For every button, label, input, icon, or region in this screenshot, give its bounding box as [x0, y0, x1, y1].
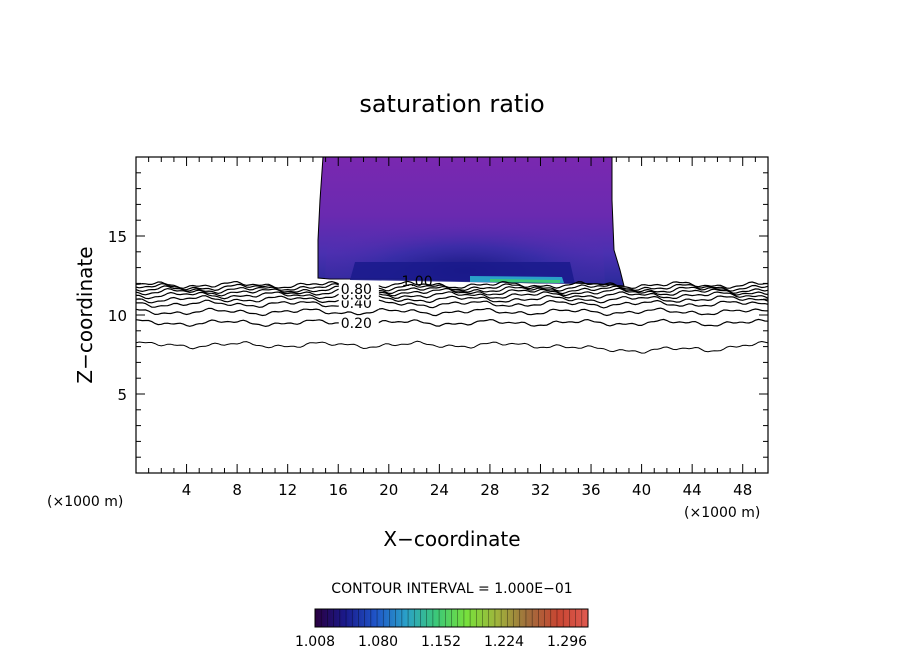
- x-unit-right: (×1000 m): [684, 505, 760, 521]
- x-tick-label: 20: [379, 481, 398, 499]
- x-tick-label: 8: [232, 481, 242, 499]
- x-tick-label: 44: [683, 481, 702, 499]
- contour-label-bg: [338, 282, 379, 295]
- x-tick-label: 48: [733, 481, 752, 499]
- saturation-fill-region: [317, 157, 625, 287]
- x-tick-label: 16: [329, 481, 348, 499]
- x-tick-label: 4: [182, 481, 192, 499]
- x-tick-label: 40: [632, 481, 651, 499]
- contour-line: [136, 285, 768, 295]
- x-tick-label: 28: [480, 481, 499, 499]
- contour-label: 0.80: [341, 282, 372, 298]
- contour-line: [136, 280, 768, 290]
- x-unit-left: (×1000 m): [47, 494, 123, 510]
- x-tick-label: 12: [278, 481, 297, 499]
- contour-interval-text: CONTOUR INTERVAL = 1.000E−01: [331, 581, 572, 597]
- contour-line: [136, 294, 768, 304]
- contour-line: [136, 291, 768, 300]
- x-tick-label: 36: [581, 481, 600, 499]
- colorbar-label: 1.152: [421, 634, 461, 650]
- contour-line: [136, 307, 768, 317]
- contour-line: [136, 340, 768, 354]
- contour-label-bg: [338, 316, 379, 329]
- x-tick-label: 32: [531, 481, 550, 499]
- contour-label: 1.00: [401, 274, 432, 290]
- colorbar-label: 1.296: [547, 634, 587, 650]
- x-tick-label: 24: [430, 481, 449, 499]
- y-tick-label: 5: [117, 386, 127, 404]
- chart-title: saturation ratio: [359, 90, 544, 118]
- y-tick-label: 10: [108, 307, 127, 325]
- y-tick-label: 15: [108, 228, 127, 246]
- contour-line: [136, 299, 768, 309]
- contour-line: [136, 283, 768, 292]
- colorbar-label: 1.008: [295, 634, 335, 650]
- colorbar: 1.008 1.080 1.152 1.224 1.296: [295, 608, 589, 650]
- contour-lines: [136, 280, 768, 354]
- colorbar-label: 1.224: [484, 634, 524, 650]
- contour-label: 0.20: [341, 316, 372, 332]
- colorbar-label: 1.080: [358, 634, 398, 650]
- y-axis-label: Z−coordinate: [73, 246, 97, 383]
- x-axis-label: X−coordinate: [383, 527, 520, 551]
- contour-labels: 0.200.400.600.80 1.00: [338, 274, 433, 332]
- contour-line: [136, 318, 768, 328]
